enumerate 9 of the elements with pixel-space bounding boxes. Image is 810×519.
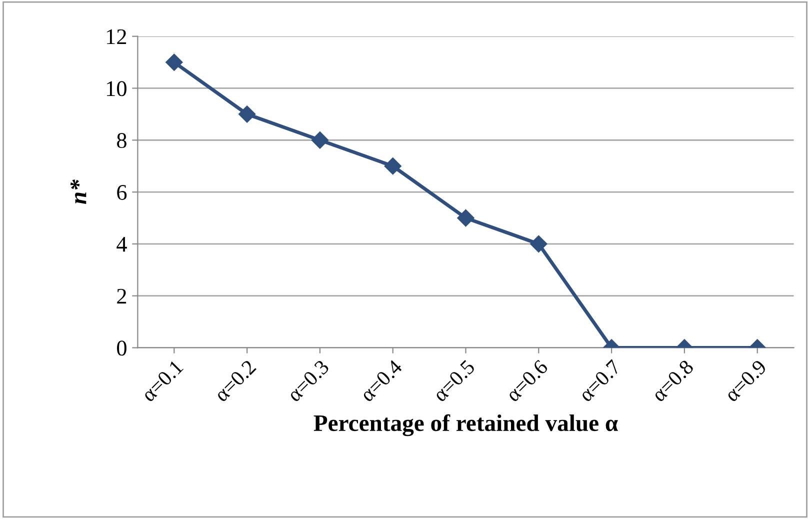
y-axis-title: n*: [70, 179, 86, 204]
y-tick-label: 0: [117, 340, 126, 356]
y-tick-label: 6: [117, 185, 127, 200]
y-tick-label: 2: [117, 288, 126, 304]
y-tick-label: 4: [116, 237, 127, 252]
y-tick-label: 8: [117, 133, 126, 148]
y-tick-label: 10: [107, 81, 126, 96]
x-axis-title: Percentage of retained value α: [314, 414, 618, 436]
y-tick-label: 12: [107, 29, 126, 44]
